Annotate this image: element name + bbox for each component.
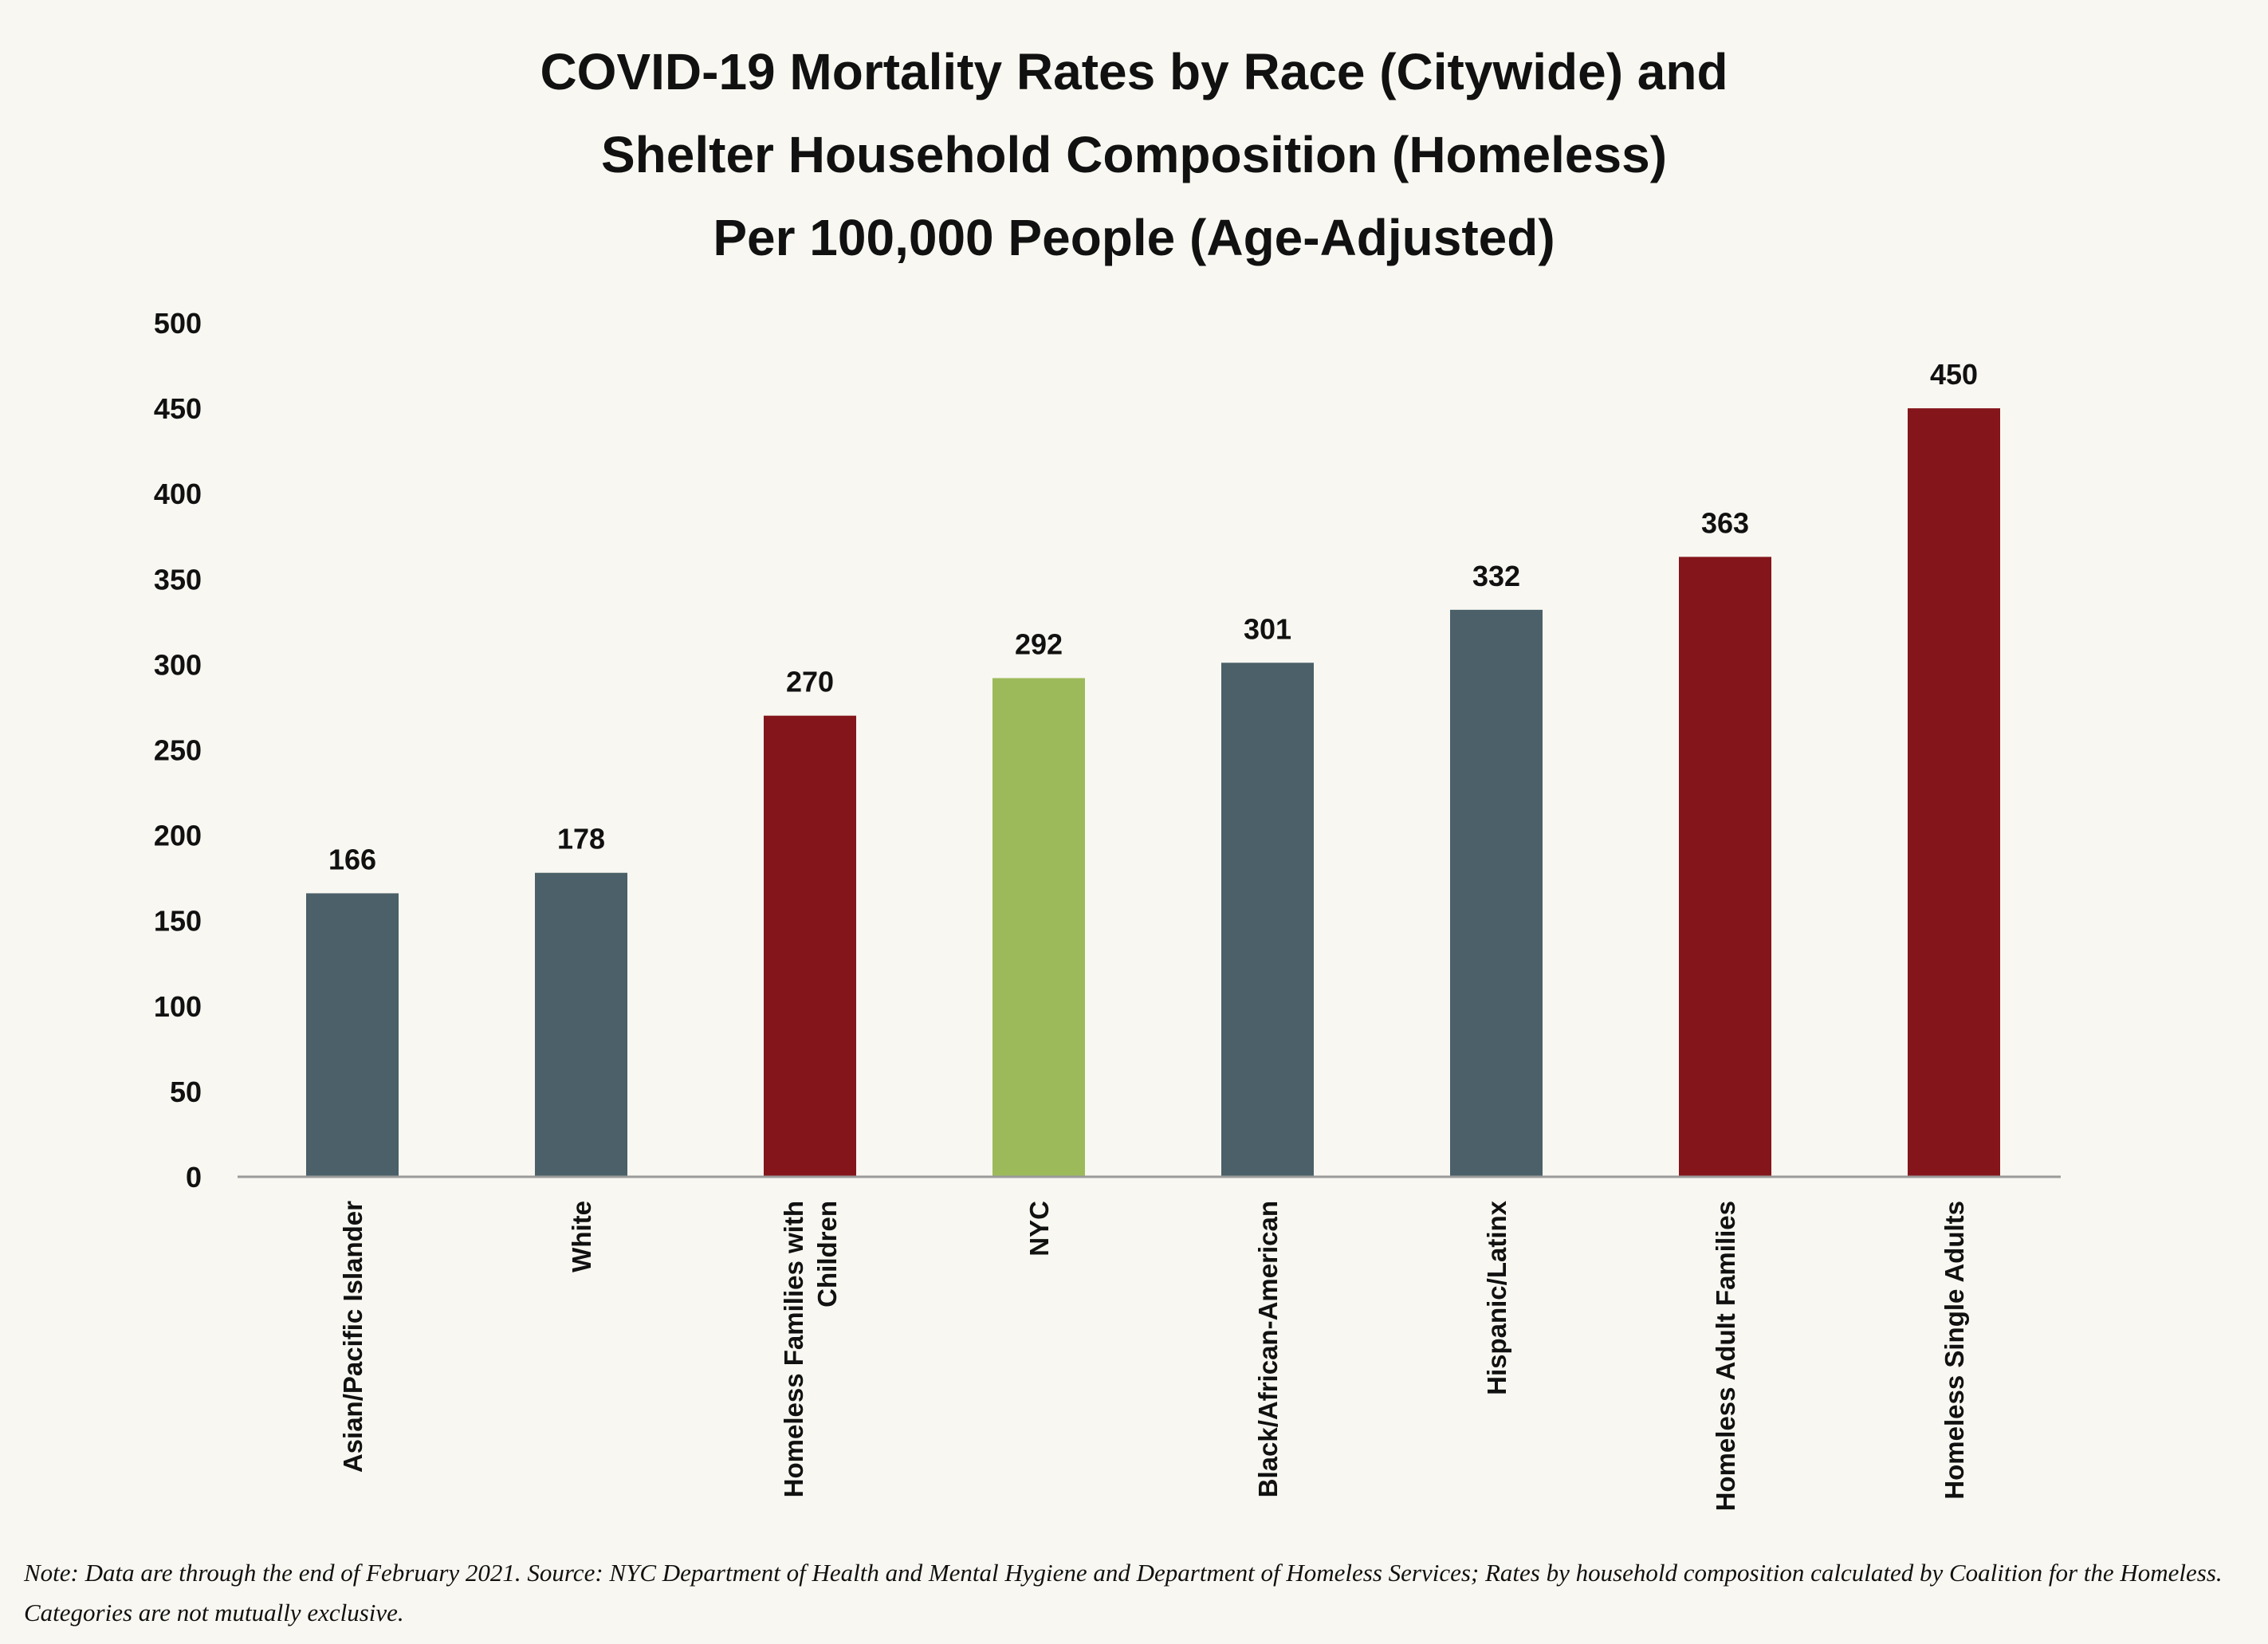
chart-note: Note: Data are through the end of Februa… — [24, 1559, 2223, 1626]
bar — [535, 872, 627, 1177]
y-tick-label: 100 — [154, 990, 202, 1023]
x-tick-label: Homeless Adult Families — [1711, 1201, 1740, 1511]
x-tick-label: White — [567, 1201, 596, 1272]
bar — [1450, 609, 1543, 1177]
y-tick-label: 150 — [154, 905, 202, 938]
bar — [992, 678, 1085, 1177]
data-label: 450 — [1930, 358, 1978, 391]
data-label: 270 — [786, 666, 834, 698]
y-tick-label: 300 — [154, 648, 202, 681]
y-tick-label: 250 — [154, 734, 202, 767]
chart-title-line-2: Shelter Household Composition (Homeless) — [600, 126, 1668, 183]
data-labels: 166 178 270 292 301 332 363 450 — [328, 358, 1978, 875]
y-tick-label: 450 — [154, 392, 202, 425]
y-tick-label: 200 — [154, 820, 202, 852]
data-label: 166 — [328, 843, 376, 875]
chart-title: COVID-19 Mortality Rates by Race (Citywi… — [0, 30, 2268, 279]
bar — [1679, 557, 1771, 1177]
y-tick-label: 50 — [170, 1076, 202, 1108]
data-label: 363 — [1701, 506, 1749, 539]
x-axis-labels: Asian/Pacific Islander White Homeless Fami… — [338, 1200, 1969, 1511]
x-tick-label: Hispanic/Latinx — [1482, 1200, 1511, 1395]
bars — [306, 408, 2000, 1177]
bar — [764, 715, 856, 1177]
x-tick-label: Homeless Families with — [779, 1201, 808, 1497]
x-tick-label: Black/African-American — [1253, 1201, 1283, 1497]
x-tick-label: Children — [812, 1201, 842, 1308]
data-label: 332 — [1472, 560, 1520, 592]
y-tick-label: 0 — [186, 1161, 202, 1194]
data-label: 301 — [1244, 612, 1291, 645]
bar — [1221, 663, 1314, 1177]
bar — [306, 893, 399, 1177]
y-tick-label: 400 — [154, 478, 202, 510]
bar — [1908, 408, 2000, 1177]
chart-title-line-3: Per 100,000 People (Age-Adjusted) — [713, 209, 1555, 266]
data-label: 178 — [557, 823, 605, 855]
chart-title-line-1: COVID-19 Mortality Rates by Race (Citywi… — [540, 43, 1728, 100]
y-axis-ticks: 0 50 100 150 200 250 300 350 400 450 500 — [154, 307, 202, 1194]
x-tick-label: Asian/Pacific Islander — [338, 1201, 368, 1473]
x-tick-label: Homeless Single Adults — [1940, 1201, 1969, 1500]
y-tick-label: 500 — [154, 307, 202, 340]
x-tick-label: NYC — [1024, 1201, 1054, 1257]
data-label: 292 — [1015, 628, 1063, 661]
y-tick-label: 350 — [154, 563, 202, 596]
